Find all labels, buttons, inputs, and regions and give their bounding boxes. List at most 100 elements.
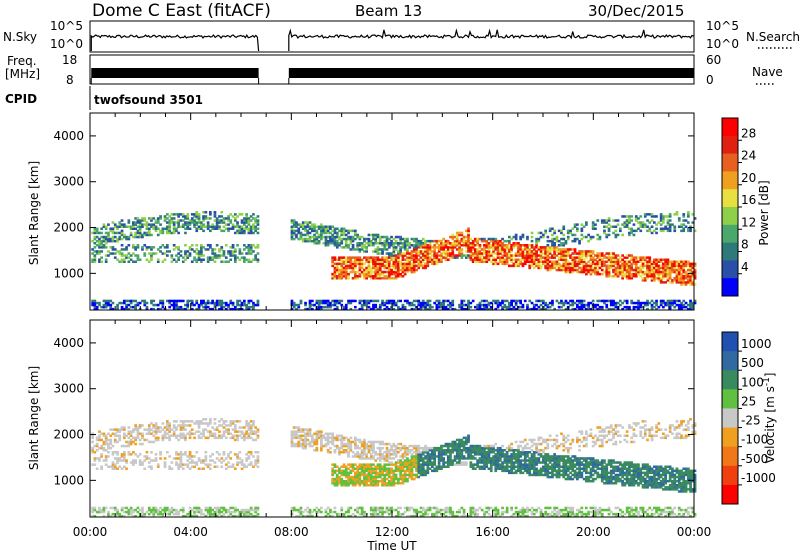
heatmap-cell (315, 436, 319, 440)
heatmap-cell (630, 268, 633, 272)
heatmap-cell (344, 275, 348, 278)
heatmap-cell (682, 223, 686, 226)
heatmap-cell (347, 260, 350, 263)
heatmap-cell (508, 256, 511, 259)
heatmap-cell (134, 307, 137, 311)
heatmap-cell (440, 258, 443, 261)
heatmap-cell (333, 444, 337, 448)
heatmap-cell (485, 305, 489, 309)
heatmap-cell (467, 246, 470, 249)
heatmap-cell (338, 242, 341, 245)
heatmap-cell (347, 244, 350, 247)
heatmap-cell (363, 473, 366, 477)
heatmap-cell (503, 244, 507, 247)
heatmap-cell (668, 213, 672, 216)
heatmap-cell (657, 264, 661, 268)
heatmap-cell (542, 252, 545, 255)
heatmap-cell (227, 252, 230, 255)
heatmap-cell (344, 482, 348, 485)
heatmap-cell (213, 215, 217, 218)
heatmap-cell (175, 221, 178, 224)
heatmap-cell (578, 239, 581, 243)
heatmap-cell (311, 239, 314, 243)
heatmap-cell (231, 307, 235, 311)
heatmap-cell (666, 279, 670, 282)
heatmap-cell (440, 248, 443, 251)
heatmap-cell (91, 301, 94, 305)
heatmap-cell (356, 453, 359, 456)
heatmap-cell (98, 231, 101, 235)
heatmap-cell (238, 426, 242, 429)
heatmap-cell (358, 467, 362, 470)
heatmap-cell (535, 250, 538, 253)
heatmap-cell (136, 426, 140, 429)
heatmap-cell (573, 233, 577, 237)
heatmap-cell (340, 444, 344, 448)
heatmap-cell (659, 303, 663, 307)
heatmap-cell (360, 442, 364, 446)
heatmap-cell (691, 305, 695, 309)
heatmap-cell (172, 420, 176, 423)
heatmap-cell (505, 244, 509, 247)
heatmap-cell (564, 242, 568, 245)
heatmap-cell (675, 303, 679, 307)
heatmap-cell (557, 256, 561, 259)
heatmap-cell (446, 307, 450, 311)
heatmap-cell (163, 215, 167, 218)
heatmap-cell (204, 225, 208, 228)
heatmap-cell (120, 467, 124, 470)
heatmap-cell (347, 471, 350, 475)
heatmap-cell (324, 438, 328, 442)
heatmap-cell (179, 432, 183, 435)
heatmap-cell (93, 506, 97, 510)
heatmap-cell (365, 463, 368, 466)
heatmap-cell (442, 248, 445, 251)
heatmap-cell (175, 246, 178, 249)
heatmap-cell (673, 305, 677, 309)
heatmap-cell (594, 258, 597, 261)
heatmap-cell (224, 223, 228, 226)
heatmap-cell (91, 252, 94, 255)
heatmap-cell (616, 223, 620, 226)
heatmap-cell (517, 254, 520, 257)
heatmap-cell (566, 270, 570, 274)
heatmap-cell (535, 262, 538, 266)
colorbar-tick-label: 8 (741, 238, 749, 252)
heatmap-cell (480, 307, 484, 311)
heatmap-cell (680, 272, 683, 276)
heatmap-cell (655, 231, 658, 235)
heatmap-cell (446, 239, 450, 243)
heatmap-cell (469, 254, 473, 257)
heatmap-cell (297, 231, 301, 235)
heatmap-cell (605, 272, 609, 276)
heatmap-cell (163, 434, 167, 437)
heatmap-cell (476, 256, 479, 259)
heatmap-cell (211, 512, 214, 516)
heatmap-cell (236, 231, 239, 235)
heatmap-cell (417, 239, 421, 243)
heatmap-cell (306, 428, 310, 431)
heatmap-cell (222, 459, 226, 462)
heatmap-cell (419, 244, 423, 247)
heatmap-cell (460, 301, 464, 305)
heatmap-cell (220, 510, 224, 514)
heatmap-cell (188, 461, 192, 464)
heatmap-cell (329, 514, 332, 518)
heatmap-cell (190, 299, 194, 303)
heatmap-cell (320, 430, 323, 433)
heatmap-cell (204, 307, 208, 311)
heatmap-cell (297, 430, 301, 433)
heatmap-cell (687, 227, 690, 230)
heatmap-cell (156, 430, 160, 433)
heatmap-cell (424, 252, 427, 255)
heatmap-cell (378, 260, 382, 263)
heatmap-cell (200, 459, 203, 462)
heatmap-cell (634, 217, 638, 220)
heatmap-cell (326, 239, 330, 243)
heatmap-cell (433, 252, 436, 255)
heatmap-cell (93, 260, 97, 263)
heatmap-cell (390, 258, 393, 261)
heatmap-cell (403, 270, 407, 274)
heatmap-cell (363, 275, 366, 278)
heatmap-cell (646, 303, 649, 307)
